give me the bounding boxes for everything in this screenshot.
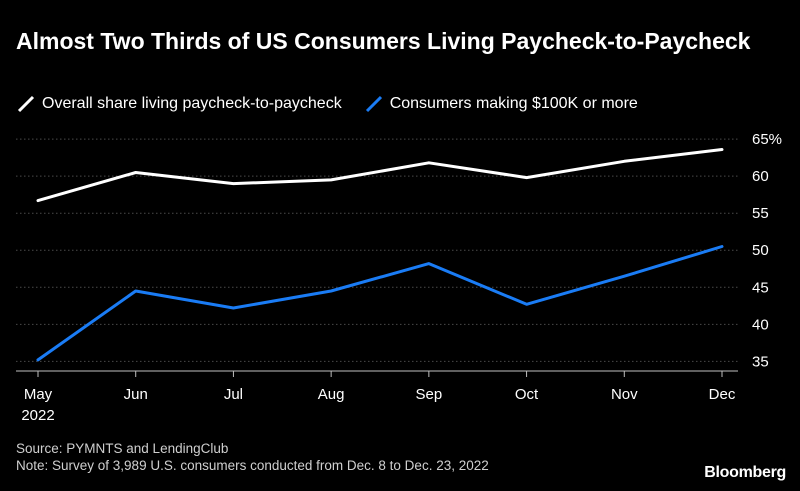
x-tick-label: Sep bbox=[416, 386, 443, 403]
x-axis: May Jun Jul Aug Sep Oct Nov Dec 2022 bbox=[16, 370, 738, 424]
series-line-100k bbox=[36, 245, 724, 362]
x-tick-label: Jun bbox=[124, 386, 148, 403]
y-tick-label: 40 bbox=[752, 316, 769, 333]
survey-note: Note: Survey of 3,989 U.S. consumers con… bbox=[16, 458, 489, 473]
legend-item-100k: Consumers making $100K or more bbox=[364, 94, 638, 114]
series-lines bbox=[36, 148, 724, 362]
x-tick-label: Aug bbox=[318, 386, 345, 403]
y-tick-label: 65% bbox=[752, 131, 782, 148]
footer: Source: PYMNTS and LendingClub Note: Sur… bbox=[16, 440, 489, 474]
x-tick-label: Oct bbox=[515, 386, 539, 403]
y-tick-label: 50 bbox=[752, 242, 769, 259]
x-tick-label: Dec bbox=[709, 386, 736, 403]
source-note: Source: PYMNTS and LendingClub bbox=[16, 441, 229, 456]
series-line-overall bbox=[36, 148, 724, 203]
legend: Overall share living paycheck-to-paychec… bbox=[16, 94, 660, 114]
y-tick-label: 60 bbox=[752, 168, 769, 185]
x-tick-label: May bbox=[24, 386, 53, 403]
x-tick-label: Jul bbox=[224, 386, 243, 403]
x-tick-label: Nov bbox=[611, 386, 638, 403]
y-tick-label: 55 bbox=[752, 205, 769, 222]
legend-label-overall: Overall share living paycheck-to-paychec… bbox=[42, 95, 342, 112]
y-tick-label: 45 bbox=[752, 279, 769, 296]
legend-item-overall: Overall share living paycheck-to-paychec… bbox=[16, 94, 342, 114]
gridlines bbox=[16, 138, 738, 362]
bloomberg-logo: Bloomberg bbox=[704, 464, 786, 481]
y-axis-ticks: 35 40 45 50 55 60 65% bbox=[752, 131, 782, 370]
chart-title: Almost Two Thirds of US Consumers Living… bbox=[16, 28, 751, 54]
legend-swatch-100k bbox=[365, 95, 382, 113]
y-tick-label: 35 bbox=[752, 353, 769, 370]
legend-label-100k: Consumers making $100K or more bbox=[389, 95, 638, 112]
x-year-label: 2022 bbox=[21, 407, 54, 424]
legend-swatch-overall bbox=[17, 95, 35, 113]
